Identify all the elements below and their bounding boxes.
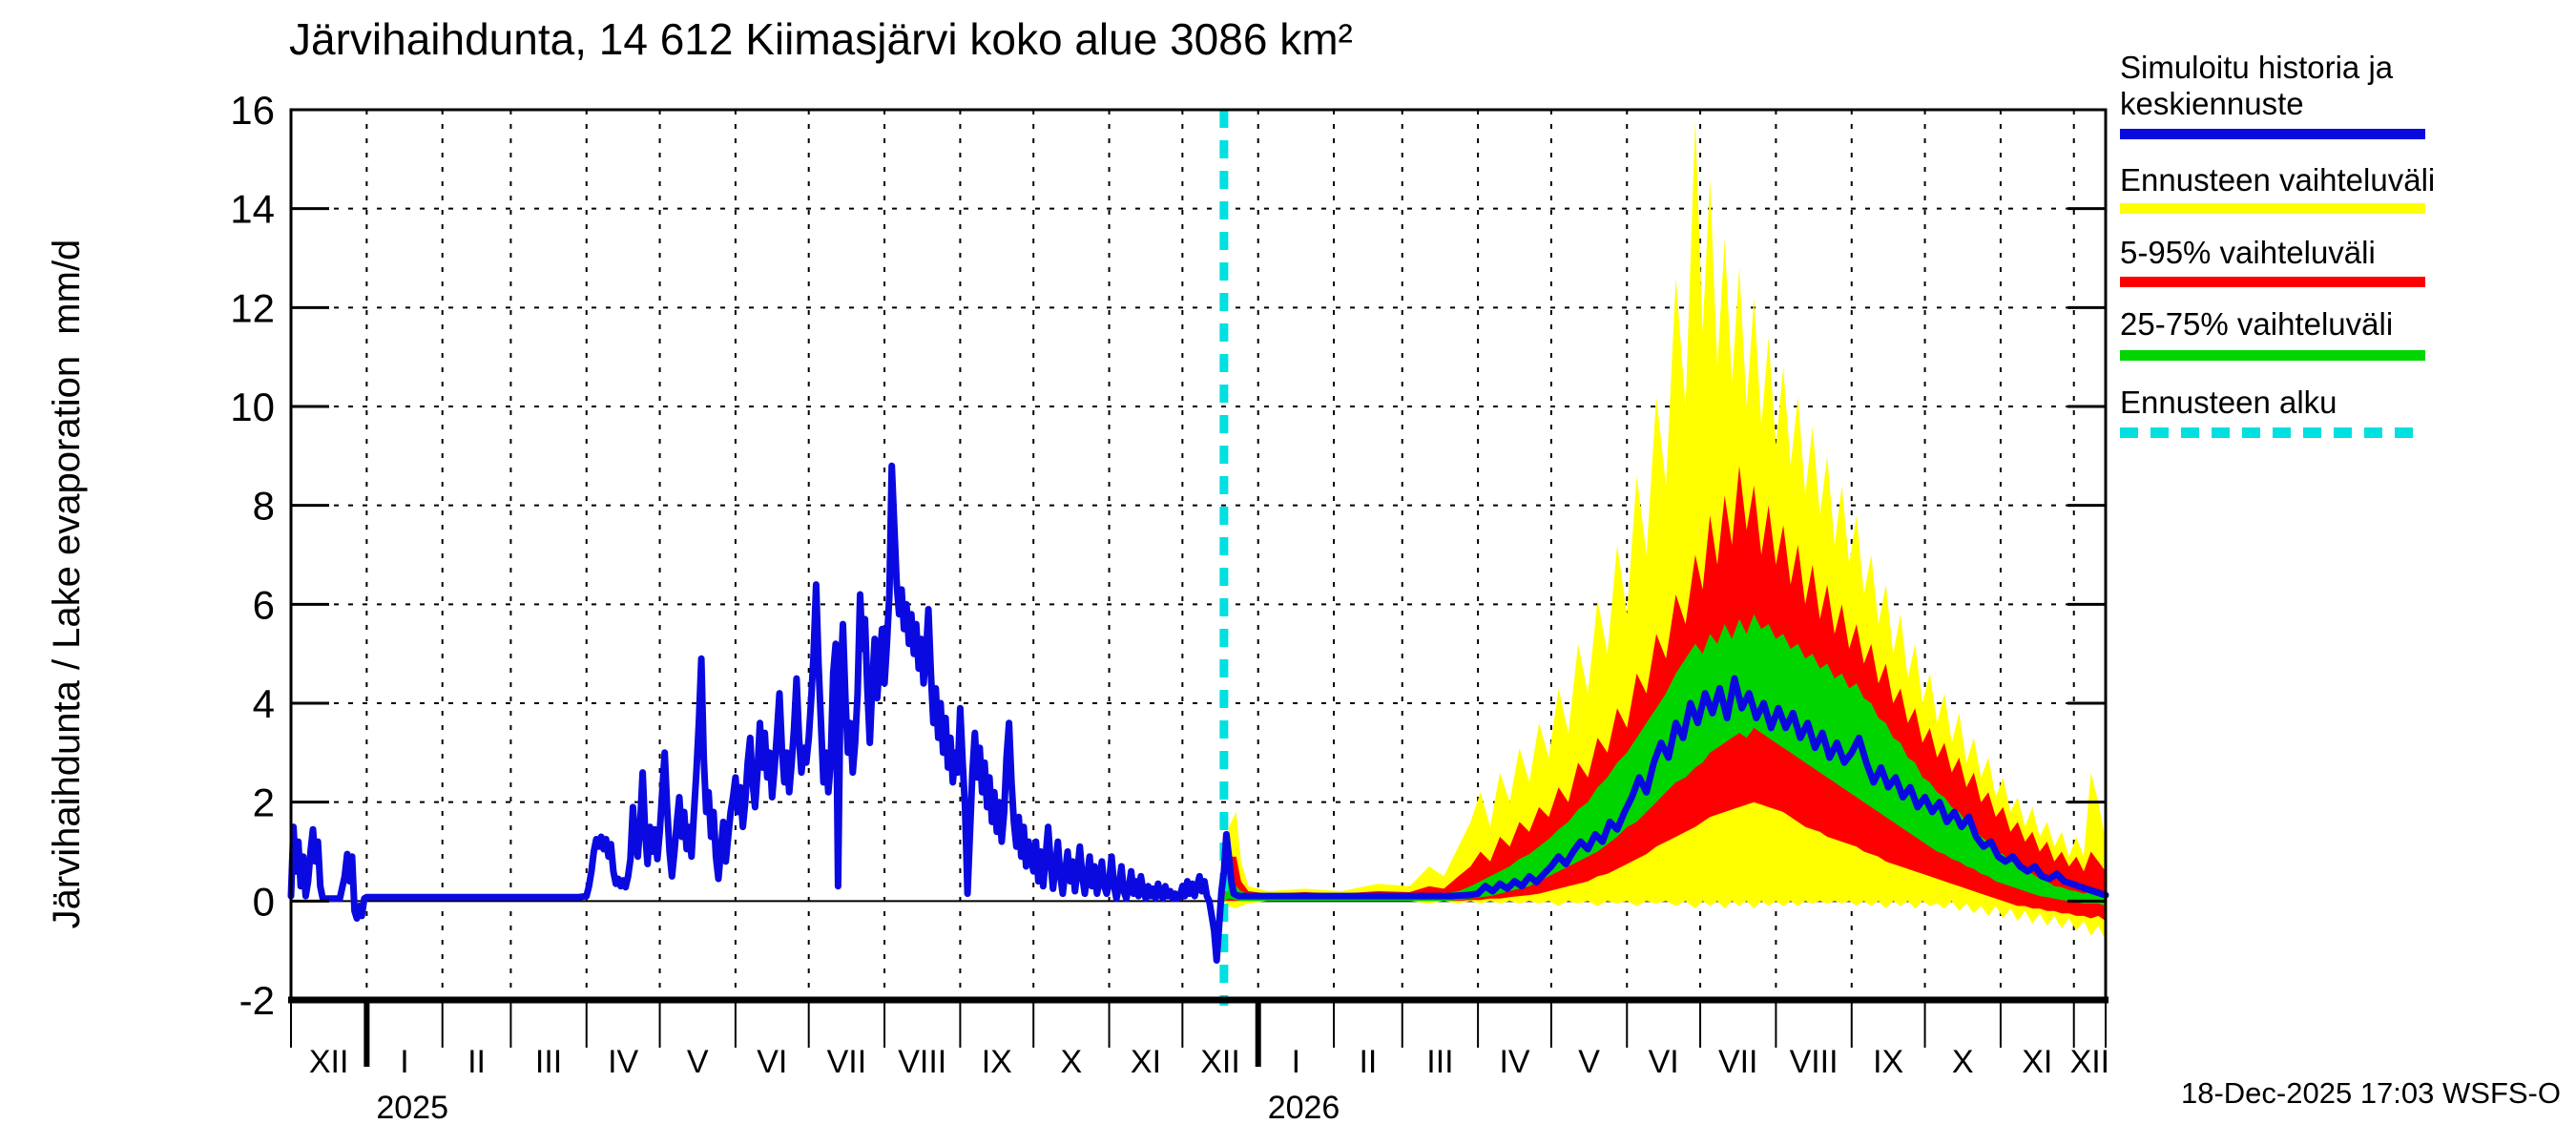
- timestamp: 18-Dec-2025 17:03 WSFS-O: [2180, 1076, 2561, 1110]
- legend-label: 5-95% vaihteluväli: [2120, 235, 2376, 271]
- median-line-blue: [287, 462, 2109, 964]
- legend-label: Simuloitu historia ja keskiennuste: [2120, 50, 2393, 122]
- month-label: X: [1061, 1044, 1083, 1080]
- y-tick-label: 16: [230, 88, 275, 133]
- year-label: 2026: [1268, 1090, 1340, 1126]
- y-tick-label: -2: [239, 978, 275, 1023]
- month-label: III: [535, 1044, 562, 1080]
- legend-label-line: 25-75% vaihteluväli: [2120, 306, 2394, 342]
- legend-swatch-dashed: [2120, 427, 2425, 438]
- legend-label-line: Ennusteen vaihteluväli: [2120, 162, 2436, 198]
- month-label: II: [467, 1044, 486, 1080]
- y-tick-label: 14: [230, 187, 275, 232]
- band-25-75-green: [1223, 614, 2106, 906]
- month-label: XII: [309, 1044, 349, 1080]
- month-label: IV: [608, 1044, 638, 1080]
- month-label: IX: [1873, 1044, 1903, 1080]
- legend-swatch-solid: [2120, 350, 2425, 361]
- y-tick-label: 2: [253, 781, 275, 825]
- y-tick-label: 0: [253, 879, 275, 924]
- month-label: I: [400, 1044, 408, 1080]
- y-tick-label: 6: [253, 582, 275, 627]
- legend-label-line: 5-95% vaihteluväli: [2120, 235, 2376, 270]
- month-label: XII: [1200, 1044, 1240, 1080]
- plot-frame: [289, 108, 2108, 1000]
- legend-swatch-solid: [2120, 277, 2425, 287]
- month-label: VIII: [898, 1044, 946, 1080]
- legend-swatch-solid: [2120, 203, 2425, 214]
- legend-swatch-solid: [2120, 129, 2425, 139]
- chart-title: Järvihaihdunta, 14 612 Kiimasjärvi koko …: [289, 14, 1353, 64]
- month-label: XI: [2022, 1044, 2052, 1080]
- legend-label: Ennusteen alku: [2120, 385, 2337, 421]
- month-label: IX: [982, 1044, 1012, 1080]
- month-label: II: [1359, 1044, 1377, 1080]
- month-label: IV: [1499, 1044, 1529, 1080]
- legend-label: Ennusteen vaihteluväli: [2120, 162, 2435, 198]
- month-label: I: [1292, 1044, 1300, 1080]
- y-tick-label: 4: [253, 681, 275, 726]
- month-label: XII: [2070, 1044, 2110, 1080]
- month-label: XI: [1131, 1044, 1161, 1080]
- month-label: V: [687, 1044, 709, 1080]
- month-label: VI: [1649, 1044, 1679, 1080]
- legend: Simuloitu historia ja keskiennuste Ennuste…: [2120, 0, 2521, 477]
- legend-label-line: Simuloitu historia ja: [2120, 50, 2394, 85]
- year-label: 2025: [376, 1090, 448, 1126]
- legend-label-line: Ennusteen alku: [2120, 385, 2337, 420]
- y-tick-label: 12: [230, 285, 275, 330]
- month-label: X: [1952, 1044, 1974, 1080]
- month-label: VII: [1718, 1044, 1758, 1080]
- month-label: VI: [757, 1044, 787, 1080]
- month-label: VII: [827, 1044, 867, 1080]
- legend-label: 25-75% vaihteluväli: [2120, 306, 2393, 343]
- month-label: V: [1578, 1044, 1600, 1080]
- legend-label-line: keskiennuste: [2120, 86, 2304, 121]
- y-tick-label: 10: [230, 385, 275, 429]
- month-label: III: [1426, 1044, 1453, 1080]
- y-tick-label: 8: [253, 484, 275, 529]
- month-label: VIII: [1790, 1044, 1839, 1080]
